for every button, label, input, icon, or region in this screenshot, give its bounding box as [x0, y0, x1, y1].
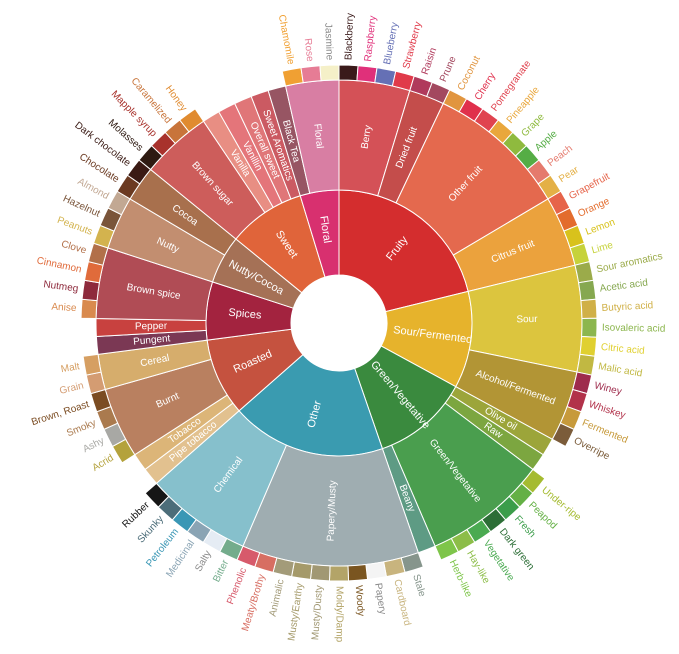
leaf-label: Rose — [302, 38, 316, 63]
leaf-label: Winey — [593, 380, 623, 397]
leaf-label: Acetic acid — [599, 278, 648, 295]
leaf-label: Musty/Dusty — [310, 585, 325, 641]
leaf-label: Acrid — [91, 453, 116, 474]
leaf-label: Animalic — [268, 578, 287, 617]
leaf-arc — [365, 561, 387, 580]
leaf-label: Pear — [557, 164, 581, 185]
leaf-arc — [579, 335, 598, 357]
leaf-arc — [291, 561, 313, 580]
leaf-label: Peach — [546, 143, 575, 169]
leaf-arc — [328, 565, 350, 582]
leaf-label: Peanuts — [56, 215, 94, 238]
leaf-arc — [576, 353, 596, 376]
leaf-label: Smoky — [65, 418, 97, 440]
leaf-label: Prune — [438, 54, 459, 83]
leaf-label: Papery — [372, 582, 388, 615]
leaf-arc — [82, 353, 102, 376]
leaf-arc — [574, 261, 595, 284]
leaf-label: Salty — [193, 549, 214, 574]
leaf-label: Apple — [533, 128, 560, 153]
leaf-arc — [356, 65, 378, 84]
leaf-label: Raisin — [420, 46, 439, 76]
leaf-label: Sour aromatics — [596, 251, 664, 275]
leaf-label: Citric acid — [600, 342, 645, 357]
leaf-label: Grain — [59, 380, 85, 397]
subcategory-label: Pepper — [135, 321, 168, 333]
leaf-arc — [578, 279, 597, 302]
leaf-label: Musty/Earthy — [286, 582, 305, 641]
leaf-arc — [580, 298, 598, 320]
leaf-label: Orange — [576, 196, 611, 220]
leaf-label: Cardboard — [391, 578, 412, 627]
leaf-label: Blueberry — [382, 21, 401, 65]
leaf-label: Blackberry — [343, 13, 356, 61]
leaf-arc — [300, 65, 322, 84]
leaf-arc — [347, 563, 369, 582]
subcategory-label: Papery/Musty — [326, 480, 339, 542]
subcategory-label: Floral — [311, 123, 325, 149]
leaf-arc — [319, 64, 340, 82]
leaf-label: Jasmine — [322, 23, 334, 61]
leaf-label: Ashy — [81, 435, 106, 455]
leaf-arc — [281, 67, 304, 87]
leaf-label: Strawberry — [401, 21, 424, 71]
leaf-arc — [80, 298, 98, 320]
leaf-label: Grape — [519, 111, 547, 139]
leaf-arc — [81, 279, 100, 302]
leaf-label: Phenolic — [225, 566, 249, 606]
leaf-label: Lime — [590, 240, 614, 257]
leaf-label: Nutmeg — [43, 279, 79, 294]
leaf-label: Cherry — [473, 71, 498, 102]
leaf-label: Stale — [410, 573, 427, 598]
leaf-label: Malt — [60, 361, 81, 375]
leaf-arc — [581, 317, 598, 338]
leaf-label: Lemon — [584, 217, 616, 238]
leaf-label: Almond — [76, 176, 111, 202]
leaf-label: Butyric acid — [601, 300, 653, 314]
subcategory-label: Pungent — [133, 333, 171, 347]
leaf-label: Anise — [51, 302, 77, 314]
leaf-label: Bitter — [211, 558, 231, 584]
category-label: Spices — [228, 307, 262, 322]
leaf-arc — [309, 563, 331, 582]
leaf-label: Malic acid — [597, 361, 643, 379]
leaf-label: Cinnamon — [36, 255, 83, 275]
leaf-label: Chamomile — [276, 14, 296, 66]
leaf-arc — [338, 64, 359, 82]
leaf-label: Fresh — [512, 514, 537, 540]
leaf-label: Overripe — [572, 435, 612, 462]
leaf-label: Isovaleric acid — [602, 323, 666, 335]
leaf-label: Hazelnut — [61, 193, 102, 219]
leaf-label: Whiskey — [587, 399, 626, 421]
category-label: Floral — [317, 215, 333, 244]
subcategory-label: Berry — [360, 124, 374, 149]
subcategory-label: Sour — [516, 314, 538, 325]
leaf-label: Honey — [163, 84, 189, 114]
leaf-label: Moldy/Damp — [333, 586, 344, 643]
leaf-label: Woody — [353, 585, 366, 617]
leaf-label: Raspberry — [363, 15, 379, 62]
leaf-label: Clove — [60, 239, 88, 257]
